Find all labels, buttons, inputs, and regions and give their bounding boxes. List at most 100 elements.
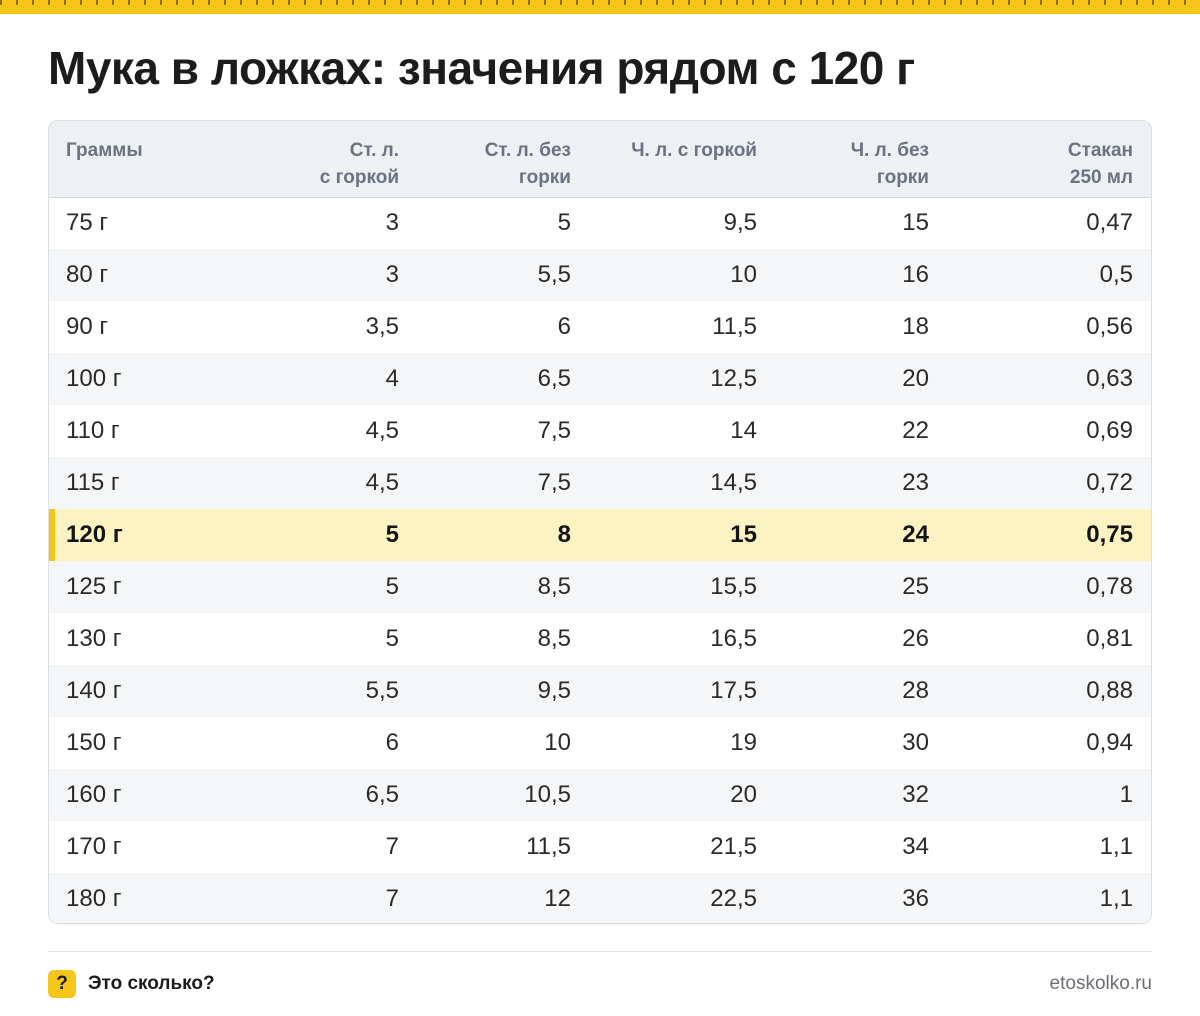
value-cell: 6: [557, 313, 571, 340]
brand-name: Это сколько?: [88, 973, 215, 994]
ruler-strip: [0, 0, 1200, 14]
value-cell: 0,72: [1086, 469, 1133, 496]
value-cell: 3: [385, 209, 399, 237]
value-cell: 15: [902, 209, 929, 237]
table-row-highlighted: 120 г 5 8 15 24 0,75: [49, 509, 1151, 561]
grams-cell: 125 г: [66, 573, 122, 600]
value-cell: 22: [902, 417, 929, 444]
value-cell: 4,5: [365, 469, 399, 496]
value-cell: 12,5: [710, 365, 757, 392]
column-header-tbsp-heaped: Ст. л. с горкой: [269, 121, 417, 198]
value-cell: 5,5: [537, 261, 571, 288]
column-header-cup: Стакан 250 мл: [947, 121, 1151, 198]
value-cell: 6: [385, 729, 399, 756]
question-mark-icon: ?: [48, 970, 76, 998]
column-header-line: с горкой: [319, 167, 399, 188]
value-cell: 16: [902, 261, 929, 288]
value-cell: 7: [385, 885, 399, 912]
site-url[interactable]: etoskolko.ru: [1049, 973, 1152, 994]
value-cell: 0,94: [1086, 729, 1133, 756]
footer-divider: [48, 951, 1152, 952]
grams-cell: 130 г: [66, 625, 122, 652]
value-cell: 1: [1119, 781, 1133, 808]
page-title: Мука в ложках: значения рядом с 120 г: [48, 42, 915, 94]
value-cell: 8,5: [537, 625, 571, 652]
value-cell: 21,5: [710, 833, 757, 860]
value-cell: 36: [902, 885, 929, 912]
value-cell: 14: [730, 417, 757, 444]
grams-cell: 75 г: [66, 209, 109, 237]
value-cell: 10,5: [524, 781, 571, 808]
table-body: 75 г 3 5 9,5 15 0,47 80 г 3 5,5 10 16 0,5 90 г 3,5 6 11…: [49, 197, 1151, 923]
value-cell: 6,5: [365, 781, 399, 808]
table-row: 75 г 3 5 9,5 15 0,47: [49, 197, 1151, 249]
table-row: 90 г 3,5 6 11,5 18 0,56: [49, 301, 1151, 353]
value-cell: 15,5: [710, 573, 757, 600]
grams-cell: 80 г: [66, 261, 109, 288]
table-row: 180 г 7 12 22,5 36 1,1: [49, 873, 1151, 923]
value-cell: 20: [902, 365, 929, 392]
table-row: 150 г 6 10 19 30 0,94: [49, 717, 1151, 769]
value-cell: 0,78: [1086, 573, 1133, 600]
value-cell: 32: [902, 781, 929, 808]
grams-cell: 100 г: [66, 365, 122, 392]
value-cell: 0,63: [1086, 365, 1133, 392]
table-row: 160 г 6,5 10,5 20 32 1: [49, 769, 1151, 821]
grams-cell: 150 г: [66, 729, 122, 756]
value-cell: 7,5: [537, 417, 571, 444]
value-cell: 3: [385, 261, 399, 288]
value-cell: 10: [730, 261, 757, 288]
value-cell: 0,81: [1086, 625, 1133, 652]
value-cell: 1,1: [1099, 885, 1133, 912]
value-cell: 26: [902, 625, 929, 652]
value-cell: 4,5: [365, 417, 399, 444]
value-cell: 14,5: [710, 469, 757, 496]
value-cell: 5: [385, 573, 399, 600]
value-cell: 34: [902, 833, 929, 860]
table-header-row: Граммы Ст. л. с горкой Ст. л. без горки …: [49, 121, 1151, 198]
table-row: 115 г 4,5 7,5 14,5 23 0,72: [49, 457, 1151, 509]
table-header: Граммы Ст. л. с горкой Ст. л. без горки …: [49, 121, 1151, 198]
table-row: 125 г 5 8,5 15,5 25 0,78: [49, 561, 1151, 613]
value-cell: 20: [730, 781, 757, 808]
table-row: 110 г 4,5 7,5 14 22 0,69: [49, 405, 1151, 457]
grams-cell: 90 г: [66, 313, 109, 340]
conversion-table: Граммы Ст. л. с горкой Ст. л. без горки …: [49, 121, 1151, 923]
column-header-tbsp-level: Ст. л. без горки: [417, 121, 589, 198]
column-header-grams: Граммы: [49, 121, 269, 198]
column-header-line: 250 мл: [1069, 167, 1133, 188]
value-cell: 25: [902, 573, 929, 600]
value-cell: 8,5: [537, 573, 571, 600]
grams-cell: 115 г: [66, 469, 120, 496]
value-cell: 0,88: [1086, 677, 1133, 704]
value-cell: 11,5: [526, 833, 571, 860]
value-cell: 19: [730, 729, 757, 756]
value-cell: 16,5: [710, 625, 757, 652]
value-cell: 4: [385, 365, 399, 392]
value-cell: 24: [902, 521, 929, 548]
table-row: 130 г 5 8,5 16,5 26 0,81: [49, 613, 1151, 665]
value-cell: 11,5: [712, 313, 757, 340]
column-header-tsp-level: Ч. л. без горки: [775, 121, 947, 198]
value-cell: 8: [557, 521, 571, 548]
value-cell: 22,5: [710, 885, 757, 912]
value-cell: 9,5: [537, 677, 571, 704]
value-cell: 10: [544, 729, 571, 756]
value-cell: 3,5: [365, 313, 399, 340]
value-cell: 0,75: [1086, 521, 1133, 548]
value-cell: 5,5: [365, 677, 399, 704]
value-cell: 0,47: [1086, 209, 1133, 237]
column-header-line: Ст. л.: [349, 140, 399, 161]
value-cell: 0,69: [1086, 417, 1133, 444]
value-cell: 30: [902, 729, 929, 756]
value-cell: 5: [385, 625, 399, 652]
column-header-line: Стакан: [1067, 140, 1133, 161]
grams-cell: 170 г: [66, 833, 122, 860]
column-header-line: Ст. л. без: [484, 140, 571, 161]
grams-cell: 140 г: [66, 677, 122, 704]
value-cell: 12: [544, 885, 571, 912]
value-cell: 28: [902, 677, 929, 704]
grams-cell: 110 г: [66, 417, 120, 444]
value-cell: 18: [902, 313, 929, 340]
value-cell: 5: [385, 521, 399, 548]
